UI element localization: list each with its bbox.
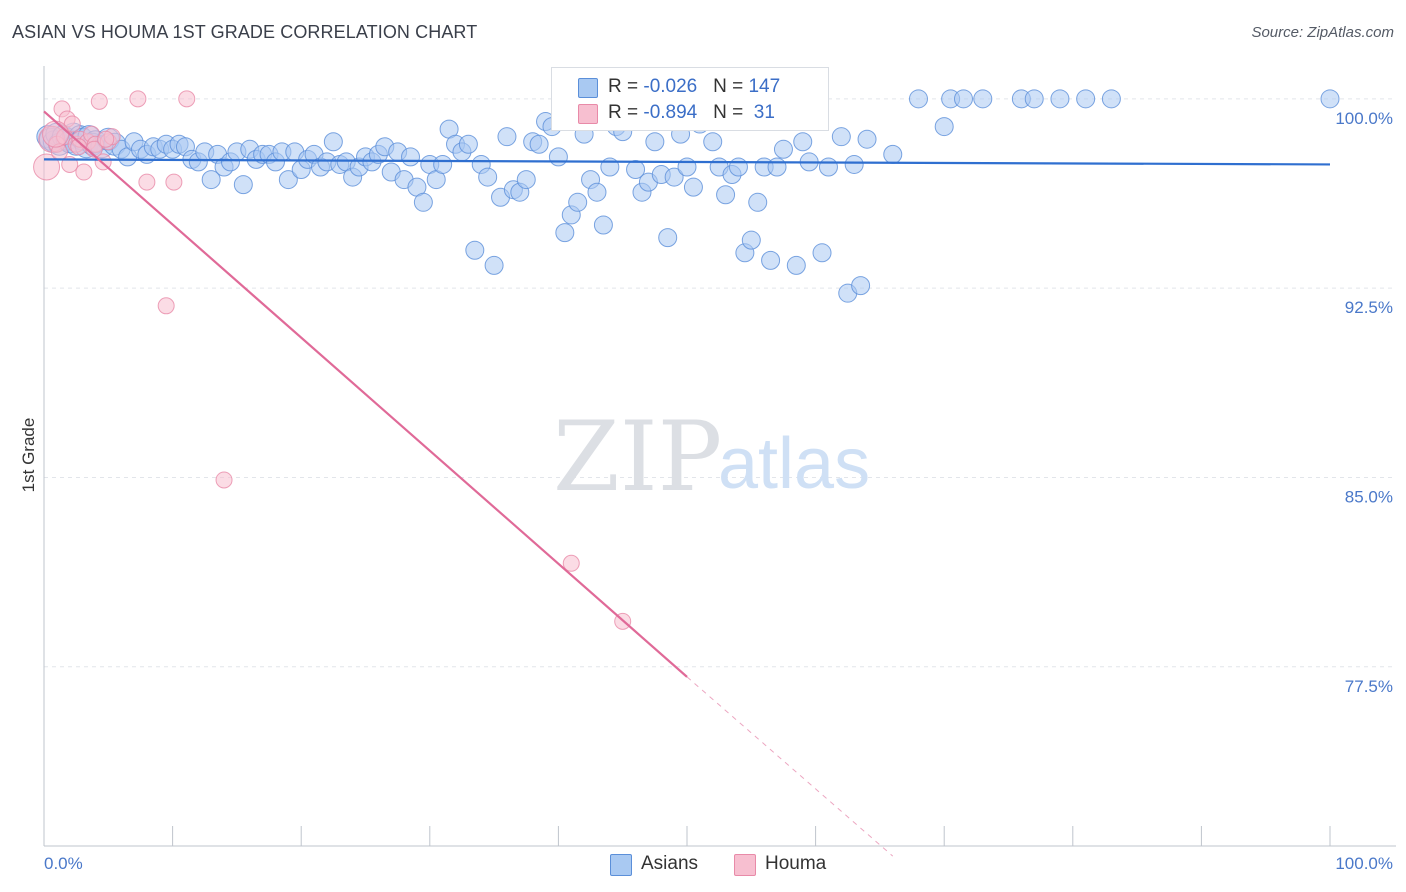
houma-trend-extension: [686, 676, 894, 857]
asians-r-value: -0.026: [643, 76, 698, 97]
watermark-atlas: atlas: [718, 424, 870, 504]
chart-title: ASIAN VS HOUMA 1ST GRADE CORRELATION CHA…: [12, 22, 478, 42]
houma-point-10: [75, 163, 93, 181]
asians-point-146: [1320, 89, 1340, 109]
houma-point-23: [215, 471, 233, 489]
asians-point-133: [851, 276, 871, 296]
source-label: Source: ZipAtlas.com: [1251, 24, 1394, 41]
houma-point-19: [138, 173, 156, 191]
asians-point-104: [658, 228, 678, 248]
asians-point-52: [323, 132, 343, 152]
asians-legend-swatch: [578, 78, 598, 98]
asians-point-132: [844, 154, 864, 174]
x-tick-label-1: 100.0%: [1335, 854, 1393, 873]
houma-point-18: [129, 90, 147, 108]
asians-point-122: [773, 139, 793, 159]
series-legend: Asians Houma: [0, 851, 1406, 879]
asians-point-74: [465, 240, 485, 260]
asians-point-113: [716, 185, 736, 205]
asians-point-94: [593, 215, 613, 235]
asians-point-145: [1101, 89, 1121, 109]
y-tick-label-3: 77.5%: [1345, 677, 1393, 696]
asians-point-82: [516, 170, 536, 190]
houma-point-20: [157, 297, 175, 315]
asians-point-79: [497, 127, 517, 147]
asians-point-118: [748, 192, 768, 212]
x-tick-label-0: 0.0%: [44, 854, 83, 873]
x-tick-labels: 0.0% 100.0%: [44, 854, 1393, 873]
asians-point-137: [934, 117, 954, 137]
asians-point-108: [683, 177, 703, 197]
asians-point-134: [857, 129, 877, 149]
asians-point-111: [703, 132, 723, 152]
asians-point-144: [1076, 89, 1096, 109]
asians-point-90: [568, 192, 588, 212]
asians-point-117: [741, 230, 761, 250]
asians-point-64: [401, 147, 421, 167]
axes: [43, 66, 1396, 847]
asians-legend-label: Asians: [641, 853, 699, 874]
asians-trend-line: [43, 158, 1331, 166]
asians-swatch: [610, 854, 632, 876]
asians-point-45: [278, 170, 298, 190]
asians-point-76: [478, 167, 498, 187]
asians-point-135: [883, 144, 903, 164]
y-axis-label: 1st Grade: [19, 418, 38, 493]
asians-point-66: [413, 192, 433, 212]
asians-point-38: [233, 175, 253, 195]
asians-point-124: [786, 255, 806, 275]
houma-swatch: [734, 854, 756, 876]
watermark: ZIP atlas: [553, 401, 870, 513]
houma-point-14: [90, 92, 108, 110]
asians-point-139: [953, 89, 973, 109]
asians-point-102: [645, 132, 665, 152]
asians-point-130: [831, 127, 851, 147]
y-tick-labels: 100.0% 92.5% 85.0% 77.5%: [1335, 109, 1393, 696]
asians-point-125: [793, 132, 813, 152]
asians-point-73: [458, 134, 478, 154]
asians-point-84: [529, 134, 549, 154]
houma-point-21: [165, 173, 183, 191]
y-tick-label-2: 85.0%: [1345, 487, 1393, 506]
houma-legend-row: R = -0.894 N = 31: [608, 102, 775, 123]
asians-point-136: [908, 89, 928, 109]
watermark-zip: ZIP: [553, 401, 722, 513]
asians-point-77: [484, 255, 504, 275]
asians-point-142: [1024, 89, 1044, 109]
houma-legend-label: Houma: [765, 853, 827, 874]
houma-point-29: [97, 130, 115, 148]
houma-point-30: [42, 120, 70, 148]
asians-point-33: [201, 170, 221, 190]
y-tick-label-0: 100.0%: [1335, 109, 1393, 128]
asians-point-143: [1050, 89, 1070, 109]
asians-point-107: [677, 157, 697, 177]
asians-point-93: [587, 182, 607, 202]
asians-point-87: [548, 147, 568, 167]
asians-n-value: 147: [748, 76, 781, 97]
houma-point-22: [178, 90, 196, 108]
y-tick-label-1: 92.5%: [1345, 298, 1393, 317]
asians-point-105: [664, 167, 684, 187]
asians-point-129: [818, 157, 838, 177]
houma-trend-line: [43, 110, 688, 678]
asians-legend-row: R = -0.026 N = 147: [608, 76, 781, 97]
correlation-legend: R = -0.026 N = 147 R = -0.894 N = 31: [551, 67, 829, 131]
asians-point-99: [626, 159, 646, 179]
asians-point-121: [767, 157, 787, 177]
houma-n-value: 31: [748, 102, 775, 123]
asians-point-69: [433, 154, 453, 174]
asians-point-120: [761, 250, 781, 270]
asians-point-128: [812, 243, 832, 263]
houma-point-24: [562, 554, 580, 572]
trend-lines: [43, 110, 1331, 857]
asians-point-115: [728, 157, 748, 177]
asians-point-140: [973, 89, 993, 109]
houma-legend-swatch: [578, 104, 598, 124]
asians-point-88: [555, 223, 575, 243]
houma-r-value: -0.894: [643, 102, 698, 123]
